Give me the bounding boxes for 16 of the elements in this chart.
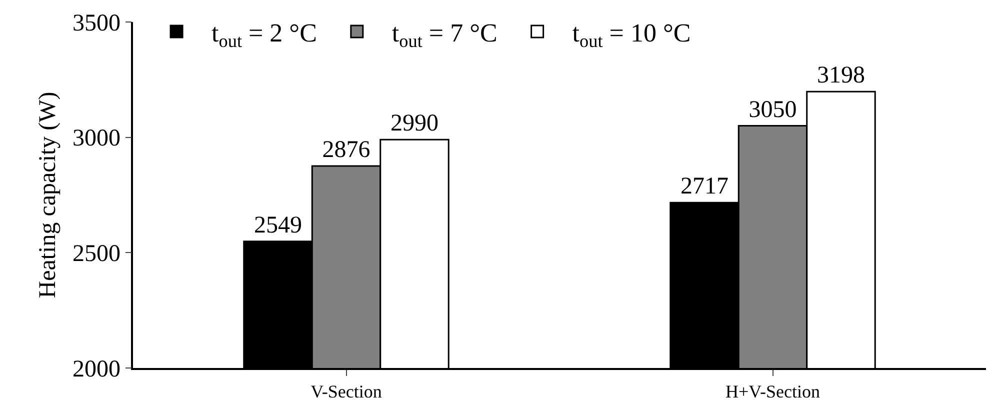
data-label: 2549 — [254, 212, 302, 238]
data-label: 3050 — [748, 96, 797, 123]
data-label: 2990 — [390, 110, 438, 137]
data-label: 2876 — [322, 136, 370, 163]
data-label: 3198 — [816, 62, 865, 89]
legend-label: t$_{out}$ = 7 °C — [392, 18, 498, 52]
y-tick-label: 3500 — [72, 10, 120, 36]
y-tick-label: 2000 — [72, 356, 120, 382]
legend-label: t$_{out}$ = 2 °C — [212, 18, 317, 52]
y-axis-title: Heating capacity (W) — [35, 92, 62, 298]
data-label: 2717 — [680, 174, 729, 200]
x-tick-label: H+V-Section — [726, 381, 820, 402]
y-tick-label: 2500 — [72, 241, 120, 268]
x-tick-label: V-Section — [310, 381, 382, 402]
legend-label: t$_{out}$ = 10 °C — [572, 18, 691, 52]
y-tick-label: 3000 — [72, 126, 120, 152]
